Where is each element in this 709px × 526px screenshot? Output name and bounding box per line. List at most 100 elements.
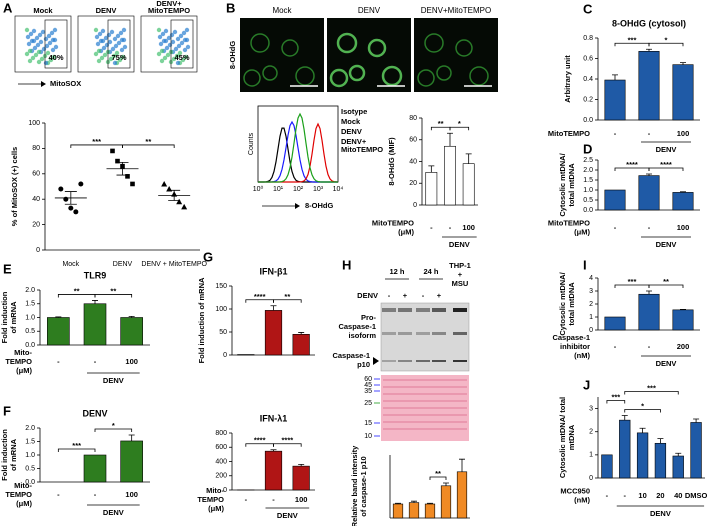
bar <box>408 502 420 519</box>
panel-letter: D <box>583 141 592 156</box>
bar <box>120 317 143 346</box>
cell <box>436 65 452 81</box>
y-tick-label: 2 <box>589 301 593 308</box>
error-bar <box>693 418 700 423</box>
legend-entry: DENV+ <box>341 137 367 146</box>
x-tick-label: - <box>57 357 60 366</box>
significance-bracket <box>57 448 96 452</box>
point <box>63 196 69 202</box>
blot-band <box>416 332 430 335</box>
flow-dot <box>51 54 57 60</box>
x-tick-label: DMSO <box>685 491 708 500</box>
y-tick-label: 100 <box>28 120 40 127</box>
x-tick-label: 100 <box>462 223 475 232</box>
y-axis-label: total mtDNA <box>567 163 576 207</box>
marker-label: 45 <box>364 382 372 389</box>
significance-label: *** <box>647 383 656 392</box>
ponceau-band <box>383 421 467 423</box>
y-tick-label: 0.8 <box>583 35 593 42</box>
y-axis-label: of mRNA <box>9 301 18 334</box>
significance-bracket <box>606 400 626 404</box>
blot-sign: - <box>388 291 391 300</box>
y-tick-label: 0.5 <box>25 328 35 335</box>
error-bar <box>646 48 652 52</box>
flow-dot <box>176 43 182 49</box>
error-bar <box>680 62 686 65</box>
panel-letter: A <box>3 0 13 15</box>
significance-bracket <box>273 443 302 447</box>
panel-letter: H <box>342 257 351 272</box>
y-tick-label: 80 <box>409 115 417 122</box>
cell <box>348 64 366 82</box>
error-bar <box>675 452 682 457</box>
flow-dot <box>157 34 163 40</box>
group-label: DENV <box>103 376 124 385</box>
error-bar <box>646 173 652 176</box>
blot-time: 24 h <box>423 267 438 276</box>
flow-dot <box>38 39 44 45</box>
significance-label: *** <box>72 441 81 450</box>
flow-dot <box>44 43 50 49</box>
arrow-head <box>295 203 300 209</box>
y-tick-label: 3 <box>589 405 593 412</box>
bar <box>264 310 283 356</box>
bar <box>444 145 456 206</box>
y-axis-label: mtDNA <box>567 424 576 450</box>
cell <box>469 66 489 86</box>
error-bar <box>621 415 628 421</box>
y-axis-label: Relative band intensity <box>350 445 359 526</box>
flow-dot <box>27 48 33 54</box>
significance-label: ** <box>145 137 151 146</box>
significance-label: **** <box>254 436 266 445</box>
error-bar <box>92 300 98 304</box>
bar <box>424 503 436 519</box>
significance-label: ** <box>663 277 669 286</box>
band-label: Caspase-1 <box>338 322 376 331</box>
y-tick-label: 1.0 <box>583 187 593 194</box>
error-bar <box>639 427 646 433</box>
flow-dot <box>101 45 107 51</box>
bar <box>672 309 694 331</box>
flow-dot <box>116 40 122 46</box>
treatment-label: Mito- <box>14 481 32 490</box>
significance-label: *** <box>628 277 637 286</box>
flow-dot <box>119 47 125 53</box>
error-bar <box>298 463 305 467</box>
point <box>176 198 183 205</box>
flow-dot <box>53 44 59 50</box>
error-bar <box>680 191 686 193</box>
y-axis-label: Fold induction <box>0 291 9 343</box>
bar <box>440 485 452 519</box>
blot-band <box>382 360 396 362</box>
x-tick-label: - <box>57 490 60 499</box>
flow-gate <box>107 19 131 69</box>
significance-bracket <box>449 126 470 131</box>
significance-label: *** <box>628 35 637 44</box>
group-label: DENV <box>656 240 677 249</box>
treatment-label: (nM) <box>574 351 590 360</box>
x-tick-label: - <box>648 223 651 232</box>
cell <box>250 33 270 53</box>
x-tick-label: - <box>624 491 627 500</box>
bar <box>462 163 475 206</box>
marker-label: 35 <box>364 388 372 395</box>
error-bar <box>128 316 135 318</box>
blot-band <box>453 308 467 312</box>
ponceau-band <box>383 407 467 409</box>
point <box>110 148 115 154</box>
flow-dot <box>182 37 188 43</box>
x-tick-label: 100 <box>125 490 138 499</box>
y-tick-label: 80 <box>32 145 40 152</box>
x-tick-label: 20 <box>656 491 664 500</box>
x-tick-label: 200 <box>677 342 690 351</box>
flow-dot <box>178 33 184 39</box>
treatment-label: MCC950 <box>560 486 590 495</box>
flow-dot <box>29 38 35 44</box>
flow-dot <box>45 50 51 56</box>
flow-dot <box>174 53 180 59</box>
flow-dot <box>114 50 120 56</box>
y-tick-label: 1.5 <box>25 438 35 445</box>
flow-dot <box>96 58 102 64</box>
significance-bracket <box>94 294 133 298</box>
flow-dot <box>121 27 127 33</box>
